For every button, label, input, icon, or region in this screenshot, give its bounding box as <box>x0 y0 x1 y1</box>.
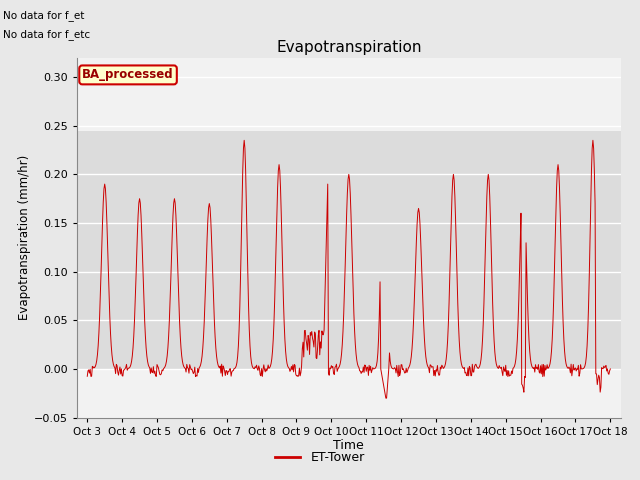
Y-axis label: Evapotranspiration (mm/hr): Evapotranspiration (mm/hr) <box>18 155 31 320</box>
X-axis label: Time: Time <box>333 439 364 453</box>
Bar <box>77 131 621 369</box>
Text: BA_processed: BA_processed <box>82 68 174 82</box>
Title: Evapotranspiration: Evapotranspiration <box>276 40 422 55</box>
Text: No data for f_et: No data for f_et <box>3 10 84 21</box>
Text: No data for f_etc: No data for f_etc <box>3 29 90 40</box>
Legend: ET-Tower: ET-Tower <box>270 446 370 469</box>
